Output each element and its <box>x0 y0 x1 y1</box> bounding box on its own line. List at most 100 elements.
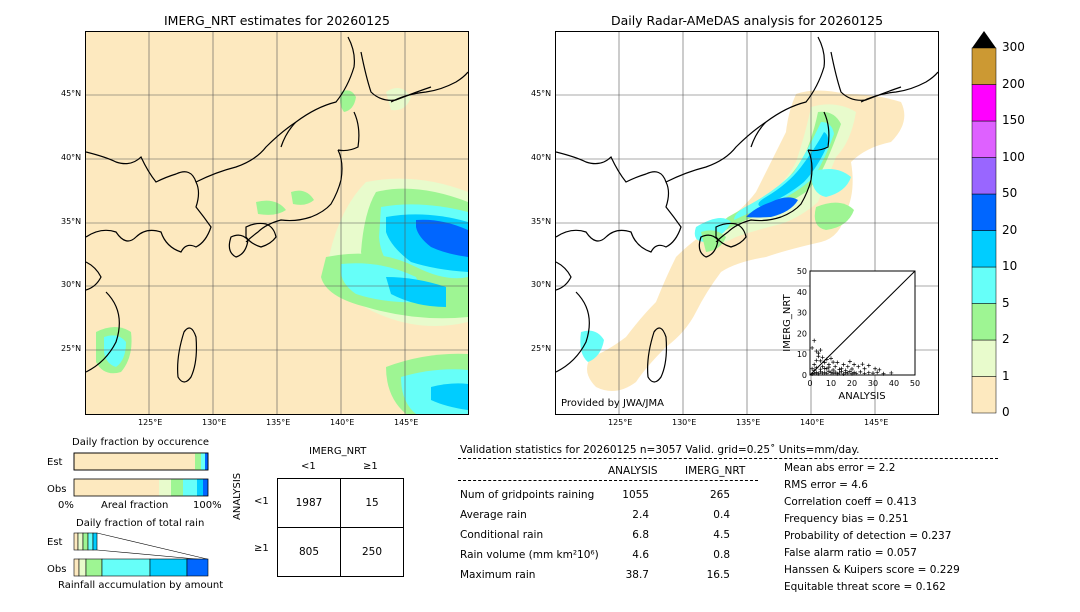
validation-score: Hanssen & Kuipers score = 0.229 <box>784 564 960 576</box>
scatter-point <box>873 366 878 371</box>
contingency-table: 1987 15 805 250 <box>277 478 404 577</box>
validation-row-analysis: 1055 <box>622 489 649 501</box>
scatter-point <box>812 362 817 367</box>
scatter-y-tick: 50 <box>797 267 807 276</box>
colorbar-label: 1 <box>1002 368 1010 383</box>
occurrence-bars <box>73 452 209 497</box>
validation-score: Mean abs error = 2.2 <box>784 462 896 474</box>
scatter-x-tick: 10 <box>826 379 836 388</box>
scatter-point <box>854 371 859 376</box>
scatter-x-tick: 20 <box>847 379 857 388</box>
scatter-point <box>837 370 842 375</box>
scatter-point <box>818 348 823 353</box>
scatter-x-tick: 50 <box>910 379 920 388</box>
colorbar-label: 2 <box>1002 332 1010 346</box>
left-lon-145: 145°E <box>394 418 419 427</box>
scatter-point <box>831 360 836 365</box>
right-lon-145: 145°E <box>864 418 889 427</box>
right-map-canvas <box>556 32 938 414</box>
validation-col-analysis: ANALYSIS <box>608 465 658 477</box>
scatter-inset: 0 10 20 30 40 50 0 10 20 30 40 50 ANALYSIS IMERG_NR… <box>782 267 920 402</box>
validation-score: Correlation coeff = 0.413 <box>784 496 917 508</box>
scatter-point <box>810 345 815 350</box>
contingency-title: IMERG_NRT <box>309 446 367 457</box>
validation-row-analysis: 4.6 <box>632 549 649 561</box>
totalrain-obs-label: Obs <box>47 564 67 575</box>
left-coastline <box>86 36 468 383</box>
right-lat-30: 30°N <box>531 280 552 289</box>
scatter-point <box>814 349 819 354</box>
colorbar-label: 10 <box>1002 259 1018 273</box>
scatter-point <box>829 356 833 361</box>
scatter-point <box>852 370 857 375</box>
contingency-row-lt: <1 <box>254 496 269 507</box>
scatter-point <box>835 360 840 365</box>
colorbar-label: 150 <box>1002 113 1025 127</box>
scatter-point <box>839 366 844 371</box>
validation-row-analysis: 6.8 <box>632 529 649 541</box>
validation-row-label: Average rain <box>460 509 527 521</box>
colorbar-label: 200 <box>1002 76 1025 91</box>
scatter-point <box>881 371 886 376</box>
scatter-point <box>858 369 863 374</box>
scatter-point <box>862 371 867 376</box>
scatter-y-tick: 20 <box>797 329 807 338</box>
validation-row-label: Num of gridpoints raining <box>460 489 595 501</box>
validation-header: Validation statistics for 20260125 n=305… <box>460 444 860 456</box>
scatter-ylabel: IMERG_NRT <box>782 293 793 351</box>
scatter-ticks: 0 10 20 30 40 50 0 10 20 30 40 50 <box>797 267 920 388</box>
contingency-row-ge: ≥1 <box>254 543 269 554</box>
colorbar <box>971 31 997 414</box>
validation-row-imerg: 265 <box>709 489 730 501</box>
data-credit: Provided by JWA/JMA <box>561 398 664 409</box>
scatter-point <box>812 368 817 373</box>
contingency-cell: 250 <box>340 527 404 577</box>
scatter-point <box>871 371 875 376</box>
scatter-point <box>822 370 827 375</box>
occurrence-est-label: Est <box>47 457 63 468</box>
scatter-point <box>831 368 836 373</box>
scatter-point <box>852 362 857 367</box>
scatter-x-tick: 30 <box>868 379 878 388</box>
occurrence-axis-mid: Areal fraction <box>101 500 169 511</box>
left-map-grid <box>86 32 468 414</box>
colorbar-label: 5 <box>1002 295 1010 310</box>
validation-row-imerg: 0.8 <box>713 549 730 561</box>
scatter-point <box>833 364 838 369</box>
totalrain-title: Daily fraction of total rain <box>76 518 205 529</box>
scatter-point <box>845 364 850 369</box>
contingency-col-lt: <1 <box>301 461 316 472</box>
colorbar-cell <box>971 193 997 231</box>
occurrence-title: Daily fraction by occurence <box>72 437 210 448</box>
scatter-point <box>826 369 831 374</box>
validation-row-label: Maximum rain <box>460 569 536 581</box>
scatter-point <box>812 338 817 343</box>
scatter-point <box>862 366 867 371</box>
colorbar-label: 0 <box>1002 405 1010 419</box>
validation-row-analysis: 2.4 <box>632 509 649 521</box>
scatter-point <box>845 371 850 376</box>
right-coastline <box>556 36 938 383</box>
validation-col-imerg: IMERG_NRT <box>685 465 746 477</box>
scatter-y-tick: 40 <box>797 288 807 297</box>
contingency-cell: 15 <box>340 478 404 528</box>
occurrence-axis-left: 0% <box>58 500 74 511</box>
scatter-point <box>837 367 842 372</box>
left-map-title: IMERG_NRT estimates for 20260125 <box>163 13 390 28</box>
validation-score: Probability of detection = 0.237 <box>784 530 952 542</box>
left-map-canvas <box>86 32 468 414</box>
totalrain-est-label: Est <box>47 537 63 548</box>
colorbar-cell <box>971 376 997 414</box>
left-lat-40: 40°N <box>61 153 82 162</box>
right-lon-140: 140°E <box>800 418 825 427</box>
scatter-point <box>814 370 819 375</box>
colorbar-cell <box>971 230 997 268</box>
right-rain-field <box>580 90 905 391</box>
colorbar-cell <box>971 157 997 195</box>
colorbar-label: 20 <box>1002 222 1018 237</box>
colorbar-label: 50 <box>1002 186 1018 200</box>
validation-score: False alarm ratio = 0.057 <box>784 547 917 559</box>
scatter-point <box>822 366 827 371</box>
scatter-points <box>810 338 894 376</box>
validation-row-label: Rain volume (mm km²10⁶) <box>460 549 599 561</box>
